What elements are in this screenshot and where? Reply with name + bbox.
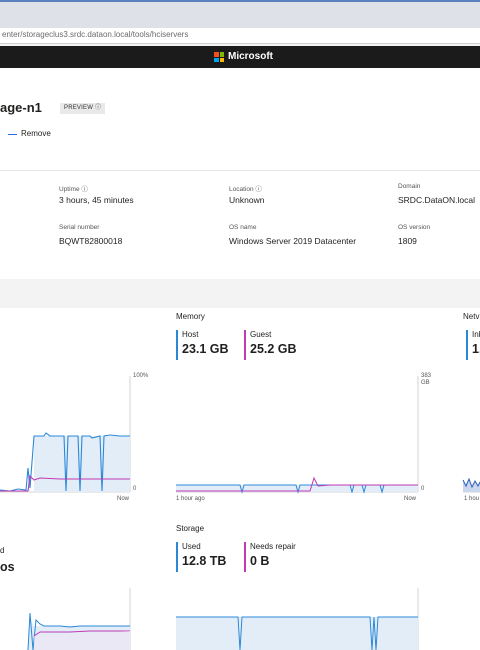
memory-guest-series: [176, 476, 418, 492]
memory-y-min-label: 0: [421, 486, 425, 492]
network-inbound-label: Inb: [472, 330, 480, 339]
cpu-y-max-label: 100%: [133, 373, 149, 379]
storage-chart: [176, 588, 419, 650]
cpu-chart: [0, 376, 131, 493]
server-properties: Uptime ⓘ 3 hours, 45 minutes Location ⓘ …: [0, 170, 480, 279]
performance-charts: Memory Host 23.1 GB Guest 25.2 GB Netv I…: [0, 308, 480, 650]
memory-title: Memory: [176, 312, 205, 321]
storage-used-metric: Used 12.8 TB: [176, 542, 226, 572]
address-bar[interactable]: enter/storageclus3.srdc.dataon.local/too…: [0, 28, 480, 44]
domain-label: Domain: [398, 183, 421, 190]
memory-host-value: 23.1 GB: [182, 342, 229, 356]
uptime-label: Uptime ⓘ: [59, 186, 88, 193]
serial-number-label: Serial number: [59, 224, 100, 231]
remove-label: Remove: [21, 129, 51, 138]
memory-guest-label: Guest: [250, 330, 272, 339]
cpu-y-min-label: 0: [133, 486, 137, 492]
storage-title: Storage: [176, 524, 205, 533]
browser-tab-strip: [0, 0, 480, 28]
cpu-guest-series: [0, 474, 130, 492]
memory-host-metric: Host 23.1 GB: [176, 330, 229, 360]
disk-chart: [27, 588, 131, 650]
network-title: Netv: [463, 312, 480, 321]
network-inbound-value: 1.: [472, 342, 480, 356]
memory-y-max-label: 383 GB: [421, 373, 432, 386]
storage-used-value: 12.8 TB: [182, 554, 227, 568]
disk-metric-value: os: [0, 560, 15, 574]
os-name-value: Windows Server 2019 Datacenter: [229, 236, 357, 246]
network-chart: [462, 477, 480, 493]
storage-used-label: Used: [182, 542, 201, 551]
os-version-label: OS version: [398, 224, 431, 231]
network-inbound-metric: Inb 1.: [466, 330, 480, 360]
microsoft-logo-icon: [214, 52, 224, 62]
memory-host-label: Host: [182, 330, 199, 339]
memory-chart: [176, 376, 419, 494]
os-version-value: 1809: [398, 236, 417, 246]
disk-write-fill: [34, 631, 130, 650]
microsoft-brand-text: Microsoft: [228, 51, 273, 62]
domain-value: SRDC.DataON.local: [398, 195, 475, 205]
storage-area-fill: [176, 617, 418, 650]
memory-x-end-label: Now: [404, 496, 417, 502]
disk-metric-label: d: [0, 546, 5, 555]
serial-number-value: BQWT82800018: [59, 236, 123, 246]
storage-used-series: [176, 616, 418, 650]
location-value: Unknown: [229, 195, 265, 205]
storage-repair-value: 0 B: [250, 554, 270, 568]
location-label: Location ⓘ: [229, 186, 262, 193]
cpu-host-series: [0, 432, 130, 492]
microsoft-banner: Microsoft: [0, 46, 480, 68]
server-header: age-n1 PREVIEW ⓘ Remove: [0, 68, 480, 170]
disk-write-series: [33, 630, 130, 637]
disk-read-series: [27, 612, 130, 650]
memory-host-series: [176, 484, 418, 494]
address-url[interactable]: enter/storageclus3.srdc.dataon.local/too…: [2, 30, 189, 39]
page-title: age-n1: [0, 100, 42, 115]
os-name-label: OS name: [229, 224, 257, 231]
network-x-start-label: 1 hou: [464, 496, 480, 502]
memory-x-start-label: 1 hour ago: [176, 496, 205, 502]
memory-guest-value: 25.2 GB: [250, 342, 297, 356]
cpu-x-end-label: Now: [117, 496, 130, 502]
minus-icon: [8, 134, 17, 135]
uptime-value: 3 hours, 45 minutes: [59, 195, 134, 205]
storage-repair-metric: Needs repair 0 B: [244, 542, 296, 572]
charts-canvas: [0, 376, 480, 650]
preview-badge: PREVIEW ⓘ: [60, 103, 106, 114]
network-inbound-series: [462, 477, 480, 489]
storage-repair-label: Needs repair: [250, 542, 296, 551]
memory-guest-metric: Guest 25.2 GB: [244, 330, 297, 360]
